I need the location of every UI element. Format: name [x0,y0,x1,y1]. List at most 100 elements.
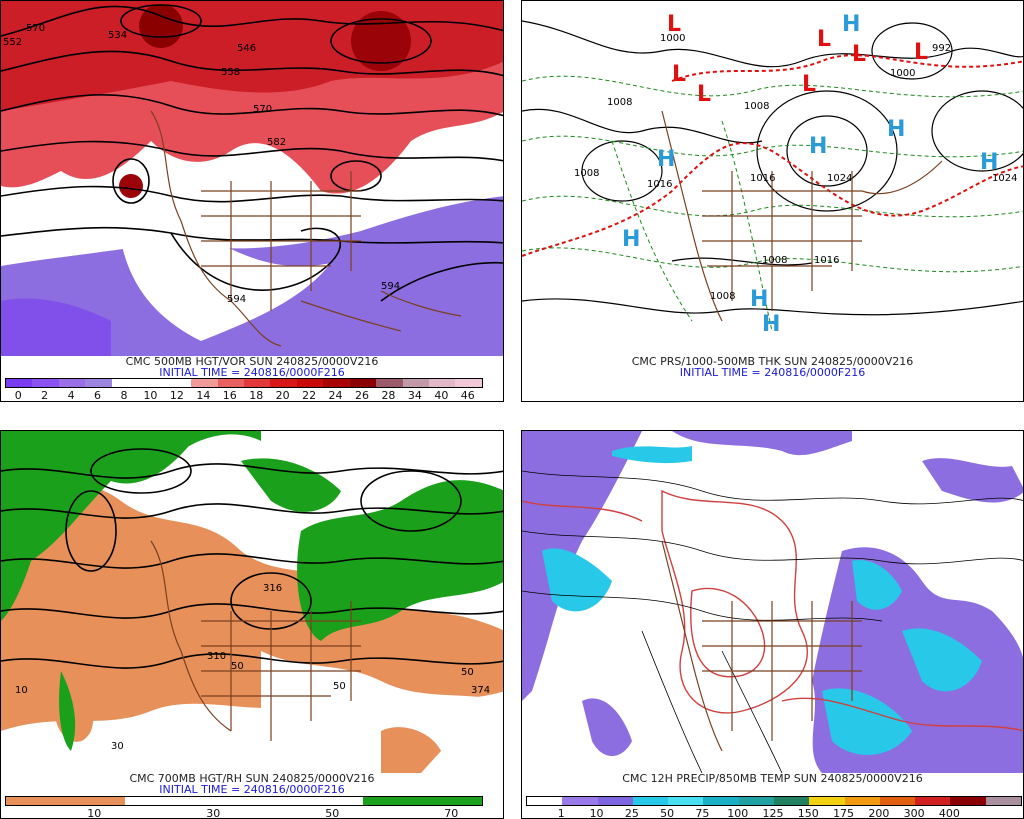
contour-label-group: 552 534 546 558 570 582 594 594 570 [3,23,400,305]
colorbar-tick-label: 75 [695,807,710,819]
colorbar-swatch [363,797,423,805]
high-pressure-icon: H [887,117,905,142]
isobar-label: 1016 [647,179,672,190]
colorbar-tick-label: 6 [94,389,102,402]
height-contours [1,448,503,669]
colorbar-swatch [879,797,916,805]
colorbar-labels: 1030507090 [5,808,481,819]
colorbar-tick-label: 25 [624,807,639,819]
colorbar-tick-label: 200 [868,807,890,819]
colorbar-swatch [773,797,810,805]
colorbar-tick-label: 20 [275,389,290,402]
colorbar-tick-label: 8 [120,389,128,402]
panel-title: CMC 500MB HGT/VOR SUN 240825/0000V216 [125,355,379,368]
colorbar-swatch [597,797,633,805]
colorbar-swatch [668,797,704,805]
isobars [522,20,1023,316]
colorbar-swatch [376,379,403,387]
low-pressure-centers: L L L L L L L [667,12,928,107]
colorbar-tick-label: 1 [557,807,565,819]
low-pressure-icon: L [802,72,816,97]
colorbar-tick-label: 50 [660,807,675,819]
contour-label: 570 [26,23,45,34]
high-pressure-icon: H [809,134,827,159]
political-borders [661,540,862,752]
panel-title: CMC PRS/1000-500MB THK SUN 240825/0000V2… [631,355,914,368]
temperature-contours-warm [522,489,1023,732]
precipitation-area [522,431,642,701]
dry-air-area [1,451,503,731]
isobar-label: 1008 [607,97,632,108]
isobar-label: 1008 [710,291,735,302]
colorbar-swatch [244,797,304,805]
colorbar-swatch [32,379,59,387]
map-pressure-thickness: H H H H H H H H L L L L L L L 1008 1000 … [522,12,1023,337]
colorbar-swatch [349,379,377,387]
colorbar-swatch [323,379,350,387]
panel-700mb-hgt-rh: 316 310 50 50 10 50 30 374 CMC 700MB HGT… [0,430,504,819]
isobar-label: 1008 [574,168,599,179]
colorbar-tick-label: 10 [143,389,158,402]
isobar-label: 1000 [660,33,685,44]
low-pressure-icon: L [672,62,686,87]
colorbar-swatch [125,797,185,805]
height-contours [1,4,503,302]
colorbar-tick-label: 2 [41,389,49,402]
colorbar-swatch [6,379,33,387]
contour-label: 10 [15,685,28,696]
contour-label: 546 [237,43,256,54]
low-pressure-icon: L [697,82,711,107]
colorbar-swatch [562,797,598,805]
colorbar-swatch [164,379,192,387]
contour-label: 50 [461,667,474,678]
colorbar-swatch [191,379,218,387]
panel-precip-850mb-temp: CMC 12H PRECIP/850MB TEMP SUN 240825/000… [521,430,1024,819]
colorbar-tick-label: 16 [222,389,237,402]
panel-title: CMC 12H PRECIP/850MB TEMP SUN 240825/000… [622,772,923,785]
contour-label: 594 [227,294,246,305]
colorbar-swatch [402,379,429,387]
colorbar-vorticity [5,378,483,388]
low-pressure-icon: L [667,12,681,37]
contour-label: 594 [381,281,400,292]
contour-label: 534 [108,30,127,41]
colorbar-tick-label: 46 [460,389,475,402]
colorbar-swatch [632,797,669,805]
colorbar-swatch [915,797,951,805]
contour-label: 582 [267,137,286,148]
colorbar-swatch [270,379,297,387]
colorbar-tick-label: 100 [727,807,749,819]
initial-time: INITIAL TIME = 240816/0000F216 [159,783,345,796]
isobar-label: 1024 [992,173,1017,184]
thickness-lines [522,75,1023,332]
political-borders [150,540,361,741]
low-pressure-icon: L [852,42,866,67]
high-pressure-icon: H [657,147,675,172]
colorbar-swatch [429,379,456,387]
high-pressure-icon: H [762,312,780,337]
colorbar-swatch [303,797,363,805]
colorbar-labels: 1 10 25 50 75 100 125 150 175 200 300 400 [526,808,1020,819]
high-pressure-centers: H H H H H H H H [622,12,998,337]
colorbar-swatch [703,797,739,805]
low-pressure-icon: L [914,40,928,65]
colorbar-tick-label: 26 [355,389,369,402]
isobar-label: 1000 [890,68,915,79]
high-pressure-icon: H [750,287,768,312]
contour-label: 50 [231,661,244,672]
colorbar-tick-label: 18 [249,389,264,402]
colorbar-tick-label: 24 [328,389,343,402]
colorbar-tick-label: 40 [434,389,449,402]
colorbar-swatch [527,797,563,805]
colorbar-swatch [950,797,986,805]
high-pressure-icon: H [842,12,860,37]
colorbar-tick-label: 30 [206,807,221,819]
colorbar-swatch [985,797,1021,805]
colorbar-labels: 0 2 4 6 8 10 12 14 16 18 20 22 24 26 28 34 40 46 [5,390,481,402]
colorbar-tick-label: 14 [196,389,211,402]
thickness-540-line [522,54,1023,257]
colorbar-swatch [844,797,880,805]
colorbar-tick-label: 22 [302,389,317,402]
high-pressure-icon: H [622,227,640,252]
colorbar-swatch [58,379,86,387]
